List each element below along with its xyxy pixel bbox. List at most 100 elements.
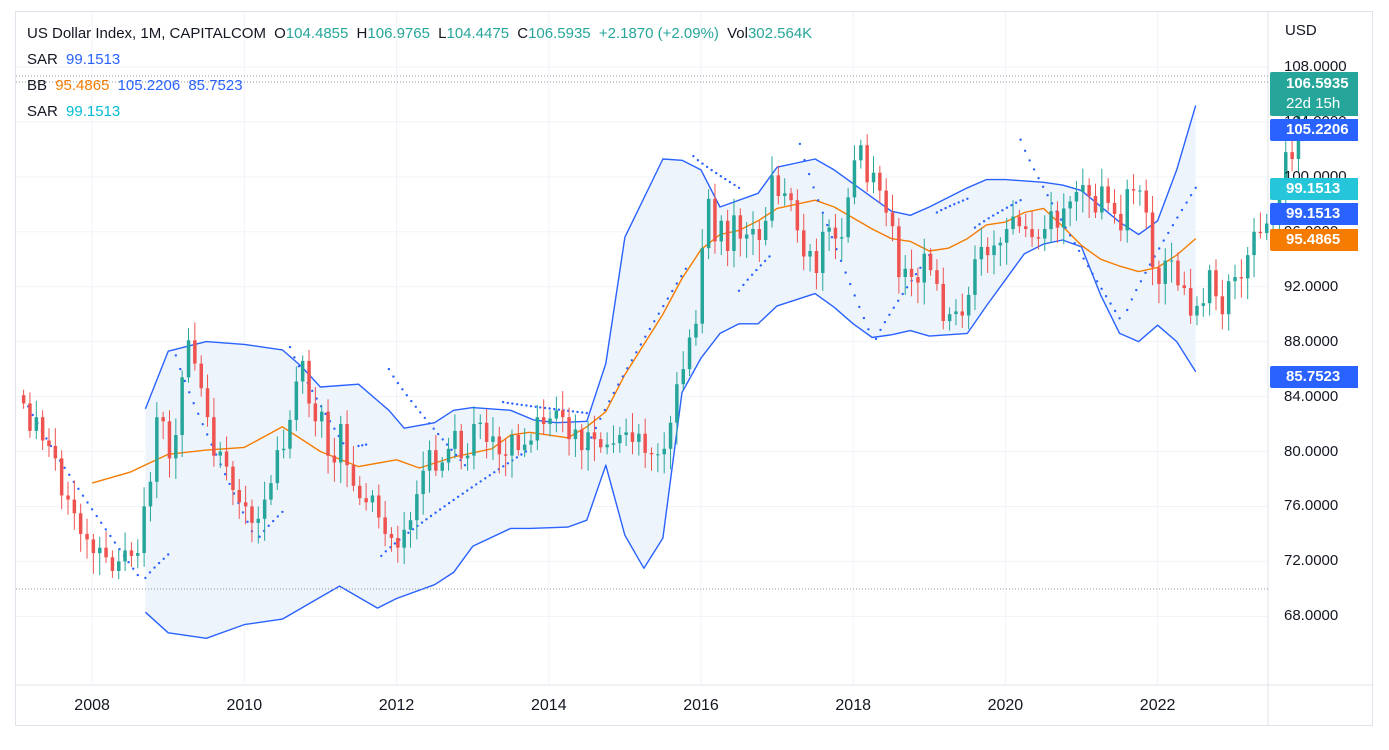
sar-dot	[755, 268, 758, 272]
sar-dot	[157, 561, 161, 565]
sar-dot	[746, 278, 749, 281]
candle	[231, 466, 235, 490]
sar-dot	[447, 501, 451, 505]
sar-dot	[812, 186, 815, 189]
sar-dot	[470, 486, 473, 489]
candle	[1100, 186, 1104, 213]
sar-dot	[1118, 317, 1121, 320]
candle	[1226, 281, 1231, 315]
sar-dot	[167, 553, 170, 556]
candle	[1214, 270, 1218, 297]
candle	[668, 422, 673, 449]
sar-dot	[506, 401, 509, 405]
candle	[694, 323, 698, 338]
sar-dot	[450, 448, 453, 451]
sar-2-badge: 99.1513	[1270, 178, 1358, 200]
change-value: +2.1870 (+2.09%)	[598, 25, 719, 42]
bb-upper-line	[144, 105, 1197, 429]
y-tick-label: 108.0000	[1284, 57, 1347, 75]
sar-dot	[953, 203, 956, 206]
candle	[313, 403, 318, 422]
sar-dot	[31, 413, 34, 417]
candle	[389, 533, 394, 538]
candle	[224, 451, 229, 467]
x-tick-label: 2008	[74, 697, 110, 714]
sar-dot	[737, 186, 741, 189]
sar-2-value: 99.1513	[66, 103, 121, 120]
sar-dot	[81, 494, 85, 497]
sar-dot	[414, 405, 417, 408]
candle	[91, 539, 96, 554]
sar-dot	[77, 487, 80, 490]
sar-dot	[68, 473, 71, 476]
bb-lower-line	[144, 239, 1197, 639]
candle	[878, 172, 882, 191]
candle	[789, 193, 793, 201]
candle	[1017, 216, 1022, 227]
bb-lower-value: 85.7523	[188, 77, 243, 94]
candle	[1093, 196, 1098, 213]
sar-dot	[420, 521, 424, 524]
sar-dot	[95, 514, 98, 518]
sar-dot	[501, 400, 505, 404]
sar-dot	[1148, 263, 1152, 266]
legend-row-sar-2[interactable]: SAR 99.1513	[27, 103, 124, 121]
candle	[859, 145, 863, 161]
sar-dot	[966, 197, 969, 200]
sar-dot	[1046, 194, 1049, 197]
candle	[288, 419, 292, 449]
candle	[497, 436, 502, 455]
candle	[979, 246, 984, 260]
sar-dot	[817, 199, 820, 202]
sar-dot	[258, 535, 261, 538]
candle	[776, 175, 781, 196]
candle	[909, 268, 914, 277]
sar-dot	[862, 316, 866, 320]
sar-dot	[411, 528, 415, 531]
candle	[199, 363, 203, 389]
candle	[1036, 237, 1041, 239]
sar-dot	[1167, 231, 1170, 235]
sar-dot	[1059, 218, 1063, 221]
candle	[808, 251, 812, 257]
legend-row-sar-1[interactable]: SAR 99.1513	[27, 51, 124, 69]
sar-dot	[750, 273, 754, 276]
candle	[129, 550, 134, 556]
candle	[1252, 231, 1256, 256]
sar-dot	[639, 343, 642, 346]
candle	[415, 494, 419, 521]
sar-dot	[742, 283, 745, 287]
candle	[681, 369, 685, 385]
candle	[1068, 201, 1072, 209]
candle	[1011, 216, 1015, 229]
sar-dot	[297, 365, 301, 368]
sar-dot	[1180, 208, 1184, 212]
candle	[865, 145, 869, 183]
sar-dot	[635, 351, 638, 354]
candle	[802, 230, 806, 257]
sar-dot	[364, 443, 368, 446]
candle	[237, 490, 241, 503]
candle	[567, 417, 571, 440]
sar-dot	[905, 286, 909, 289]
sar-dot	[423, 416, 426, 420]
candle	[795, 200, 800, 231]
sar-dot	[763, 259, 767, 263]
candle	[85, 533, 89, 540]
sar-dot	[1086, 265, 1090, 268]
candle	[491, 436, 495, 442]
sar-dot	[493, 471, 496, 474]
bar-countdown: 22d 15h	[1286, 95, 1341, 112]
sar-dot	[715, 171, 718, 175]
candle	[738, 215, 743, 239]
candle	[840, 237, 844, 239]
candle	[110, 557, 115, 571]
sar-dot	[648, 327, 651, 331]
candle	[998, 242, 1003, 246]
candle	[98, 547, 102, 554]
y-tick-label: 68.0000	[1284, 607, 1339, 625]
sar-2-name: SAR	[27, 103, 58, 120]
sar-dot	[996, 211, 999, 215]
legend-row-bb[interactable]: BB 95.4865 105.2206 85.7523	[27, 77, 247, 95]
